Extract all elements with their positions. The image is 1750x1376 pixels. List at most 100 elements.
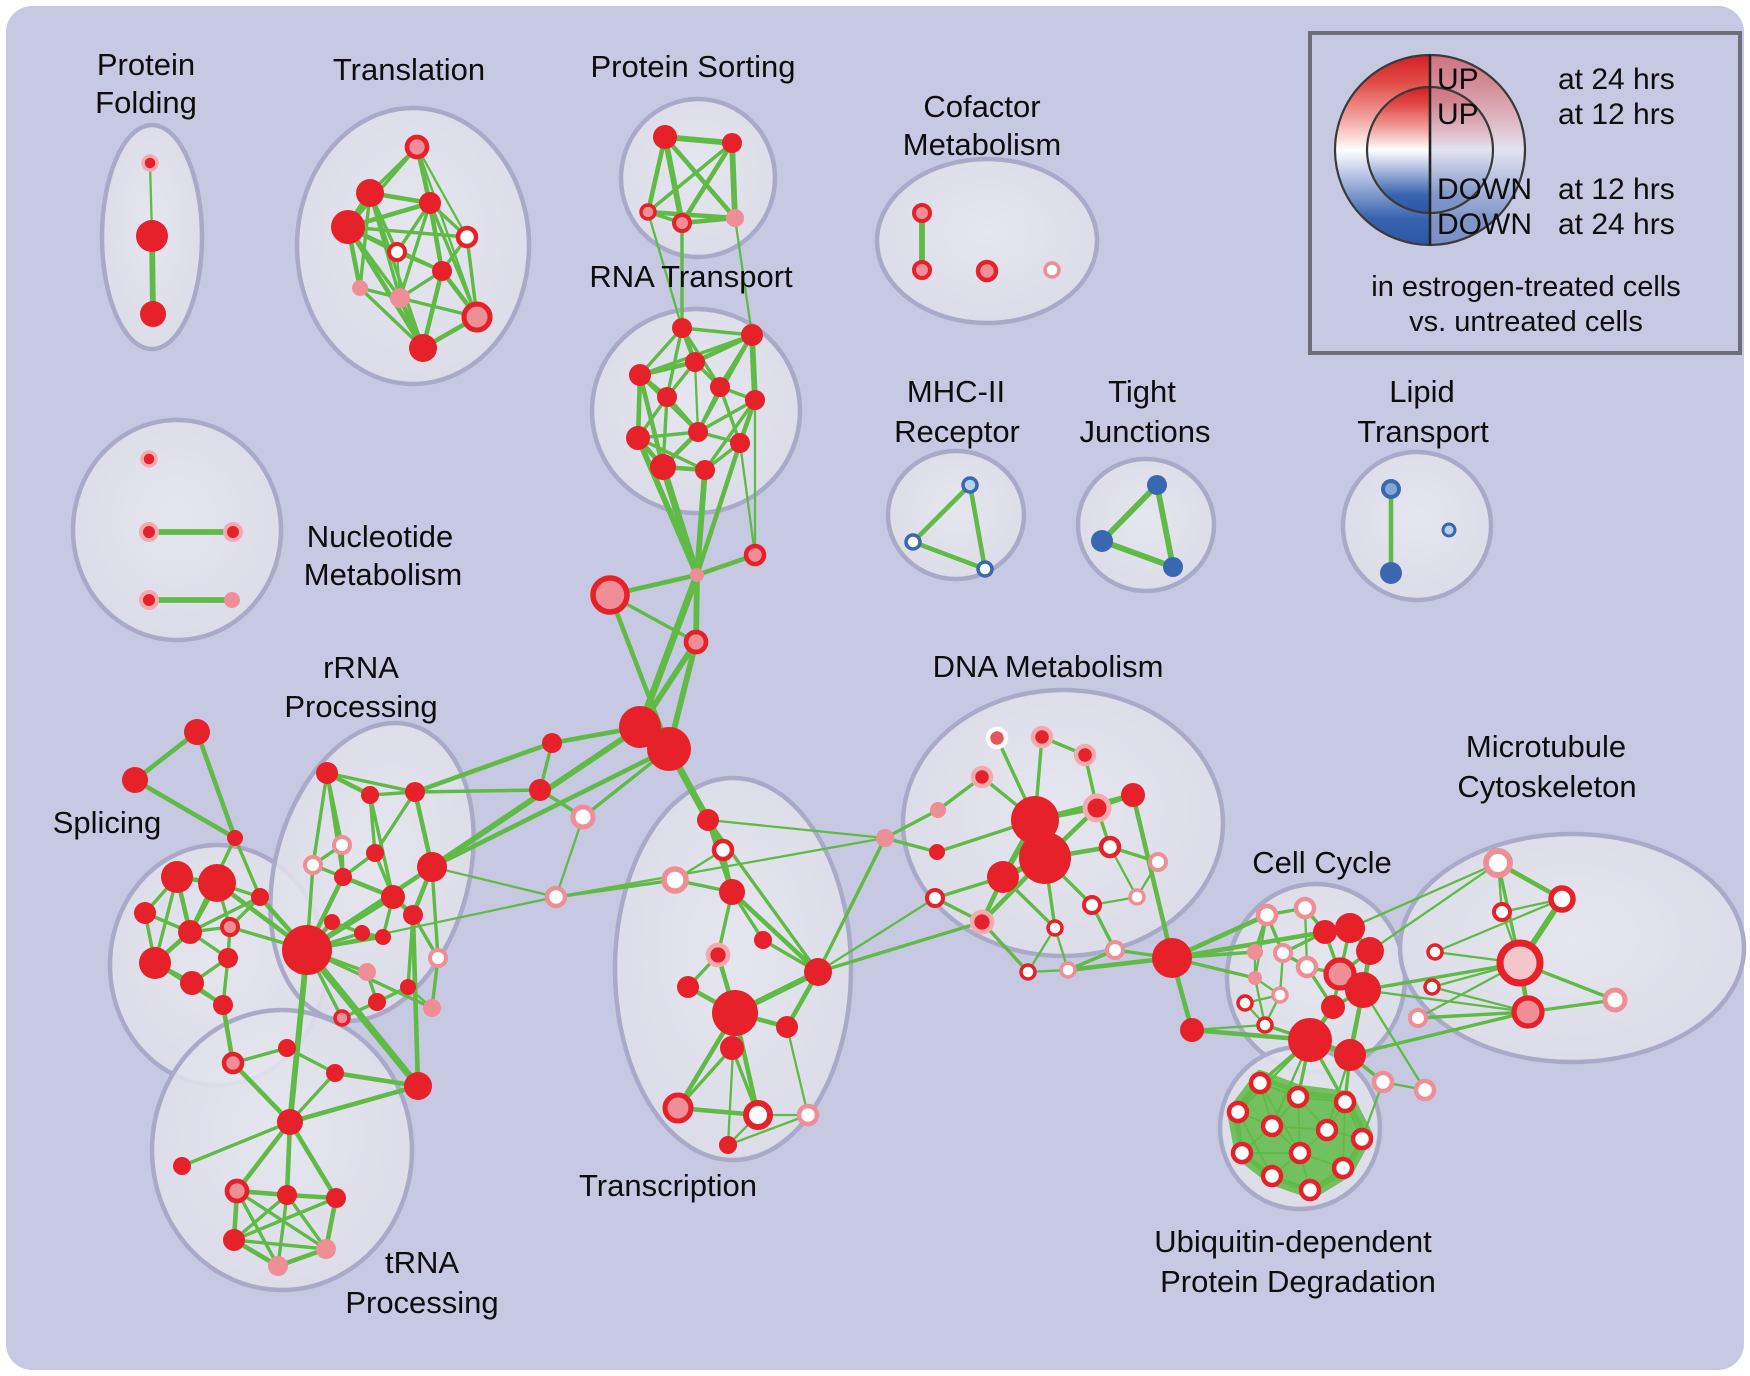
network-edge [194, 729, 238, 841]
network-edge [696, 398, 757, 434]
cluster-label-protein-sorting-line0: Protein Sorting [590, 49, 795, 84]
network-edge [1368, 861, 1500, 953]
network-edge [785, 1025, 810, 1117]
network-edge [230, 1060, 293, 1125]
network-edge [1361, 988, 1530, 1014]
cluster-label-splicing-line0: Splicing [53, 805, 162, 840]
network-node-red [409, 334, 437, 362]
cluster-label-microtubule-cytoskeleton-line1: Cytoskeleton [1457, 769, 1636, 804]
network-node-red [400, 979, 416, 995]
network-node-bw [904, 533, 922, 551]
network-node-red [1356, 937, 1384, 965]
network-node-red [626, 426, 650, 450]
network-node-rp [683, 629, 709, 655]
network-edge [1169, 929, 1328, 961]
network-edge [276, 1193, 289, 1268]
network-node-red [178, 920, 202, 944]
cluster-label-cell-cycle-line0: Cell Cycle [1252, 845, 1392, 880]
network-node-ow [1331, 1156, 1355, 1180]
network-node-op [1483, 848, 1513, 878]
network-node-red [403, 905, 423, 925]
network-edge [967, 482, 988, 572]
cluster-label-tight-junctions-line0: Tight [1108, 374, 1176, 409]
network-node-red [316, 762, 338, 784]
network-node-b [1091, 530, 1113, 552]
cluster-label-mhc-ii-receptor-line0: MHC-II [907, 374, 1005, 409]
network-node-p [224, 592, 240, 608]
network-edge [694, 440, 743, 578]
network-edge [325, 771, 345, 879]
legend-direction-label: DOWN [1437, 173, 1532, 206]
network-node-rp [224, 1178, 250, 1204]
network-node-red [405, 782, 425, 802]
network-node-b [1163, 557, 1183, 577]
network-edge [287, 1083, 421, 1125]
network-node-red [776, 1016, 798, 1038]
network-node-red [356, 179, 384, 207]
network-edge [816, 836, 887, 974]
network-node-red [804, 958, 832, 986]
cluster-label-cofactor-metabolism-line0: Cofactor [923, 89, 1040, 124]
network-node-rp [404, 134, 430, 160]
network-edge [188, 895, 262, 934]
network-edge [398, 201, 432, 300]
network-node-wr [985, 726, 1009, 750]
network-node-ow [1288, 1141, 1312, 1165]
network-node-red [657, 387, 677, 407]
cluster-ellipse-dna-metabolism [900, 687, 1226, 959]
network-node-ow [1333, 1090, 1357, 1114]
network-node-red [1321, 995, 1345, 1019]
cluster-label-nucleotide-metabolism-line1: Metabolism [304, 557, 463, 592]
network-edge [415, 145, 469, 239]
network-node-red [1011, 796, 1059, 844]
network-node-pr [970, 765, 994, 789]
cluster-label-ubiquitin-degradation-line1: Protein Degradation [1160, 1264, 1436, 1299]
network-node-ow [925, 888, 945, 908]
network-node-red [134, 902, 156, 924]
network-node-p [358, 963, 376, 981]
network-node-red [334, 868, 352, 886]
network-node-red [161, 861, 193, 893]
network-node-red [697, 809, 719, 831]
network-edge [729, 889, 821, 975]
cluster-label-mhc-ii-receptor-line1: Receptor [894, 414, 1020, 449]
network-edge [358, 286, 425, 350]
network-node-red [712, 990, 758, 1036]
network-edge [1348, 1010, 1530, 1057]
network-node-op [1255, 903, 1279, 927]
network-node-ow [1082, 895, 1102, 915]
network-node-red [1335, 913, 1365, 943]
network-node-bl [1381, 479, 1401, 499]
network-node-ow [1098, 835, 1122, 859]
network-node-op [544, 885, 568, 909]
network-node-rp [662, 1092, 694, 1124]
network-node-op [1408, 1008, 1428, 1028]
network-node-pr [1082, 793, 1112, 823]
network-node-rpp [1496, 939, 1544, 987]
network-node-op [1271, 986, 1289, 1004]
network-node-pr [1073, 743, 1097, 767]
cluster-label-tight-junctions-line1: Junctions [1080, 414, 1211, 449]
network-node-red [745, 390, 765, 410]
network-node-red [629, 364, 651, 386]
network-node-op [1128, 888, 1146, 906]
network-edge [287, 1119, 339, 1201]
network-node-ow [1230, 1141, 1254, 1165]
network-node-b [1147, 475, 1167, 495]
network-node-pr [969, 909, 995, 935]
network-node-red [688, 422, 708, 442]
network-node-rp [221, 1051, 245, 1075]
legend-caption-line1: vs. untreated cells [1409, 306, 1643, 338]
network-edge [883, 808, 940, 840]
network-node-red [227, 830, 243, 846]
network-node-red [722, 133, 742, 153]
network-node-op [332, 835, 352, 855]
network-node-op [1105, 940, 1125, 960]
network-node-red [432, 261, 452, 281]
network-edge [232, 1238, 328, 1251]
network-edge [1361, 988, 1427, 1092]
cluster-label-ubiquitin-degradation-line0: Ubiquitin-dependent [1154, 1224, 1432, 1259]
network-node-rp [1323, 957, 1357, 991]
network-node-red [1288, 1018, 1332, 1062]
network-node-ow [1350, 1127, 1374, 1151]
